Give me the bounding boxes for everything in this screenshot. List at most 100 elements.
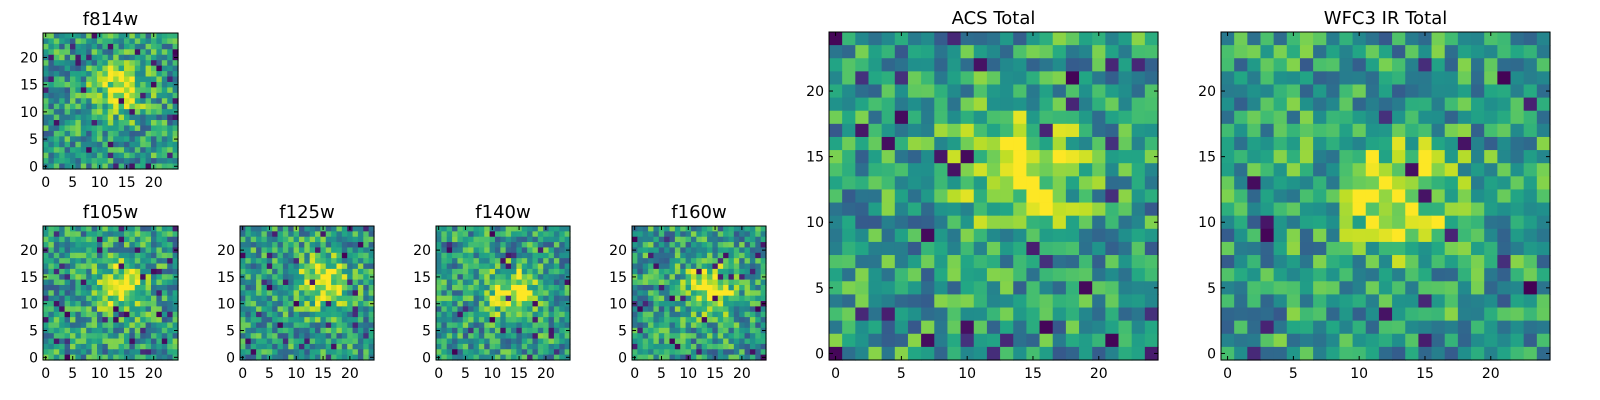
heatmap-cell: [894, 281, 909, 295]
heatmap-cell: [921, 255, 935, 269]
heatmap-cell: [91, 306, 98, 313]
heatmap-cell: [690, 274, 697, 281]
heatmap-cell: [521, 301, 528, 307]
heatmap-cell: [151, 65, 157, 72]
heatmap-cell: [43, 114, 49, 121]
heatmap-cell: [1523, 150, 1538, 164]
heatmap-cell: [829, 110, 843, 125]
heatmap-cell: [733, 295, 740, 302]
heatmap-cell: [881, 110, 896, 125]
heatmap-cell: [80, 141, 87, 148]
heatmap-cell: [696, 311, 703, 318]
heatmap-cell: [653, 333, 660, 340]
heatmap-cell: [685, 338, 692, 345]
heatmap-cell: [642, 327, 649, 334]
heatmap-cell: [341, 327, 348, 334]
heatmap-cell: [97, 158, 103, 165]
heatmap-cell: [1352, 189, 1367, 204]
heatmap-cell: [64, 301, 71, 307]
heatmap-cell: [64, 231, 71, 238]
heatmap-cell: [156, 290, 163, 297]
heatmap-cell: [261, 242, 268, 249]
heatmap-cell: [124, 147, 130, 154]
heatmap-cell: [717, 295, 724, 302]
heatmap-cell: [728, 306, 735, 313]
heatmap-cell: [494, 354, 501, 361]
panel-title: WFC3 IR Total: [1324, 8, 1447, 29]
heatmap-cell: [1536, 228, 1551, 243]
heatmap-cell: [1378, 71, 1393, 86]
heatmap-cell: [1273, 97, 1288, 112]
heatmap-cell: [934, 58, 949, 72]
heatmap-cell: [1000, 215, 1014, 230]
heatmap-cell: [505, 279, 512, 286]
heatmap-cell: [266, 343, 273, 350]
heatmap-cell: [462, 263, 469, 270]
heatmap-cell: [1247, 320, 1262, 335]
heatmap-cell: [1497, 281, 1512, 295]
heatmap-cell: [156, 158, 163, 165]
heatmap-cell: [1484, 215, 1498, 230]
heatmap-cell: [516, 274, 523, 281]
heatmap-cell: [293, 268, 300, 275]
heatmap-cell: [452, 349, 459, 356]
heatmap-cell: [1118, 202, 1133, 217]
heatmap-cell: [648, 317, 655, 324]
heatmap-cell: [744, 263, 751, 270]
heatmap-cell: [947, 32, 962, 46]
heatmap-cell: [129, 152, 136, 159]
heatmap-cell: [167, 311, 174, 318]
heatmap-cell: [559, 258, 566, 265]
heatmap-cell: [1536, 241, 1551, 256]
heatmap-cell: [151, 76, 157, 83]
heatmap-cell: [559, 290, 566, 297]
heatmap-cell: [288, 343, 295, 350]
heatmap-cell: [1065, 202, 1080, 217]
heatmap-cell: [637, 274, 644, 281]
heatmap-cell: [272, 258, 279, 265]
heatmap-cell: [1286, 346, 1301, 361]
heatmap-cell: [829, 45, 843, 59]
heatmap-cell: [145, 317, 152, 324]
heatmap-cell: [48, 120, 55, 127]
heatmap-cell: [669, 252, 676, 259]
heatmap-cell: [1065, 294, 1080, 309]
heatmap-cell: [140, 71, 147, 78]
heatmap-cell: [749, 306, 756, 313]
heatmap-cell: [723, 252, 730, 259]
heatmap-cell: [986, 255, 1001, 269]
heatmap-cell: [733, 284, 740, 291]
heatmap-cell: [53, 98, 60, 105]
heatmap-cell: [1052, 215, 1067, 230]
heatmap-cell: [304, 226, 311, 232]
heatmap-cell: [80, 258, 87, 265]
x-tick-label: 5: [1289, 366, 1298, 382]
heatmap-cell: [532, 252, 539, 259]
heatmap-cell: [707, 236, 713, 243]
heatmap-cell: [1405, 123, 1419, 138]
heatmap-cell: [553, 226, 560, 232]
heatmap-cell: [1444, 307, 1459, 322]
heatmap-cell: [973, 268, 988, 282]
heatmap-cell: [907, 241, 922, 256]
heatmap-cell: [637, 295, 644, 302]
heatmap-cell: [107, 263, 114, 270]
heatmap-cell: [352, 327, 359, 334]
heatmap-cell: [97, 279, 103, 286]
heatmap-cell: [669, 306, 676, 313]
heatmap-cell: [511, 284, 517, 291]
heatmap-cell: [907, 176, 922, 191]
heatmap-cell: [256, 290, 263, 297]
heatmap-cell: [53, 354, 60, 361]
heatmap-cell: [739, 349, 746, 356]
heatmap-cell: [53, 87, 60, 94]
heatmap-cell: [1418, 84, 1433, 99]
heatmap-cell: [527, 279, 534, 286]
heatmap-cell: [1234, 241, 1248, 256]
heatmap-cell: [1484, 58, 1498, 72]
heatmap-cell: [124, 274, 130, 281]
heatmap-cell: [91, 284, 98, 291]
heatmap-cell: [511, 290, 517, 297]
heatmap-cell: [642, 301, 649, 307]
